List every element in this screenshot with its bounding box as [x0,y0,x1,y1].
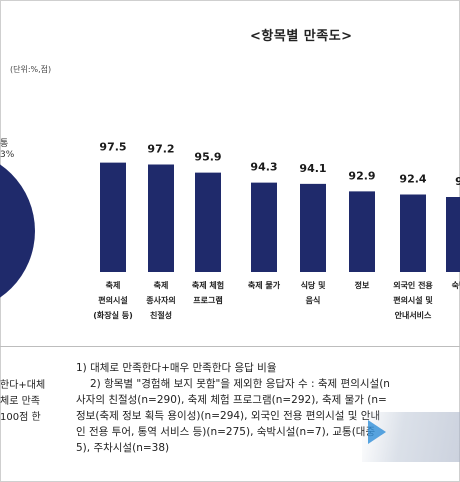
category-label: (화장실 등) [93,310,133,320]
category-label: 편의시설 [98,295,127,305]
footnote-line: 1) 대체로 만족한다+매우 만족한다 응답 비율 [76,362,277,374]
category-label: 안내서비스 [395,310,432,320]
bar-value-label: 97.2 [147,143,174,156]
category-label: 음식 [306,295,321,305]
category-label: 외국인 전용 [393,280,433,290]
bar-value-label: 97.5 [99,141,126,154]
divider-line [0,346,460,347]
pie-partial [0,164,35,298]
bar-1 [100,162,126,272]
bar-8 [446,197,460,272]
footnote-line: 인 전용 투어, 통역 서비스 등)(n=275), 숙박시설(n=7), 교통… [76,426,376,438]
footnotes: 1) 대체로 만족한다+매우 만족한다 응답 비율 2) 항목별 "경험해 보지… [76,360,460,456]
footnote-line: 정보(축제 정보 획득 용이성)(n=294), 외국인 전용 편의시설 및 안… [76,410,381,422]
footnote-line: 사자의 친절성(n=290), 축제 체험 프로그램(n=292), 축제 물가… [76,394,387,406]
bar-value-label: 94.1 [299,162,326,175]
category-label: 편의시설 및 [393,295,433,305]
left-note-line: 100점 한 [0,412,41,423]
category-label: 축제 체험 [192,280,224,290]
left-note-line: 체로 만족 [0,396,40,407]
bar-7 [400,194,426,272]
unit-label: (단위:%,점) [10,65,52,74]
pie-slice [0,164,35,298]
chart-title: <항목별 만족도> [250,29,353,44]
bar-value-label: 92.9 [348,169,375,182]
bar-4 [251,182,277,272]
bar-3 [195,172,221,272]
bar-2 [148,164,174,272]
category-label: 종사자의 [146,295,175,305]
pie-label-category: 통 [0,139,9,149]
category-label: 식당 및 [301,280,326,290]
bar-value-label: 94.3 [250,161,277,174]
bar-value-label: 9 [455,175,460,188]
footnote-line: 2) 항목별 "경험해 보지 못함"을 제외한 응답자 수 : 축제 편의시설(… [90,378,390,390]
bar-value-label: 95.9 [194,151,221,164]
category-label: 축제 [154,280,169,290]
left-notes: 한다+대체 체로 만족 100점 한 [0,378,45,426]
pie-label-percent: 3% [0,150,15,160]
category-label: 축제 [106,280,121,290]
category-label: 숙박 [452,280,460,290]
bar-value-label: 92.4 [399,173,426,186]
category-label: 정보 [355,280,370,290]
bar-5 [300,183,326,272]
bar-6 [349,191,375,272]
left-note-line: 한다+대체 [0,380,46,391]
category-label: 축제 물가 [248,280,281,290]
watermark-play-icon [368,420,386,444]
footnote-line: 5), 주차시설(n=38) [76,442,170,454]
category-label: 프로그램 [193,295,222,305]
category-label: 친절성 [150,310,172,320]
